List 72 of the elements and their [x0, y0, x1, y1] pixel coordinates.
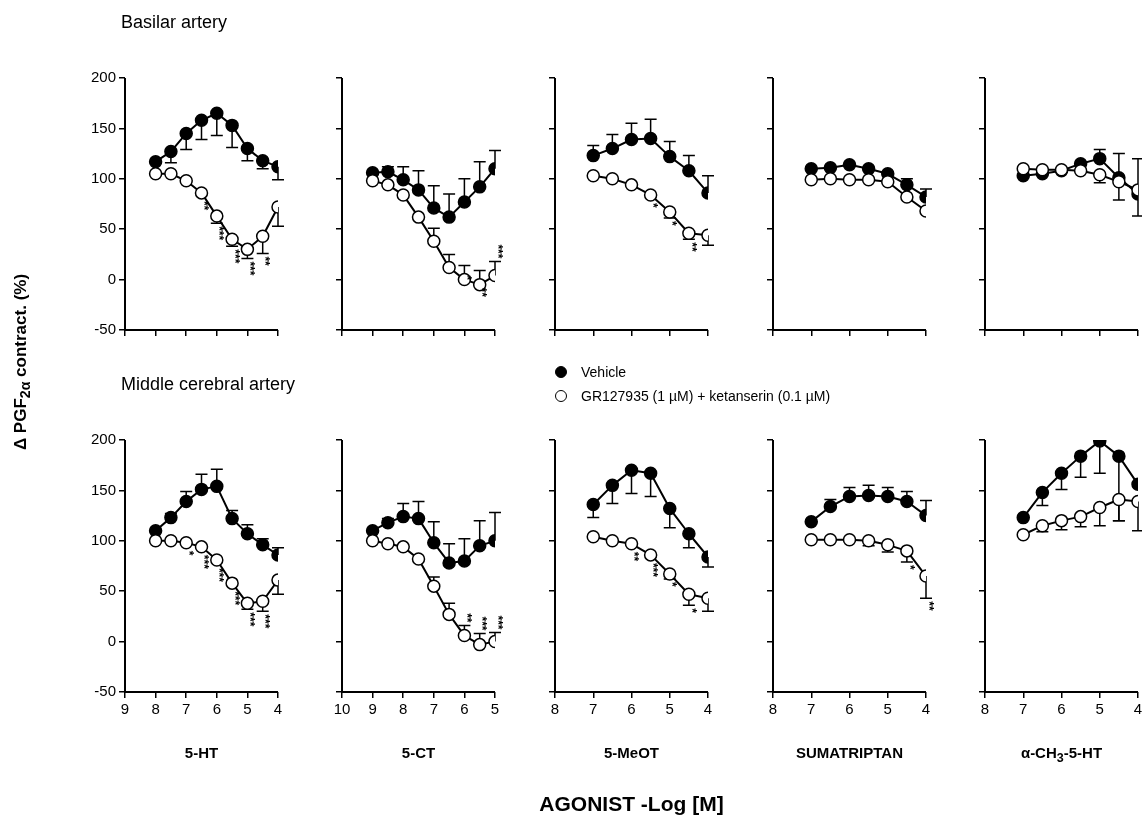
annotation: **	[921, 601, 936, 611]
annotation: *	[665, 582, 680, 588]
chart-title: Basilar artery	[121, 12, 228, 33]
y-tick-label: 50	[99, 219, 116, 237]
x-tick-label: 5	[665, 700, 674, 718]
legend-label: Vehicle	[581, 364, 627, 380]
x-tick-label: 5	[490, 700, 500, 718]
y-tick-label: 150	[90, 118, 116, 136]
y-tick-label: 100	[90, 168, 116, 186]
x-tick-label: 9	[120, 700, 130, 718]
annotation: **	[684, 242, 699, 252]
x-tick-label: 7	[429, 700, 438, 718]
legend-label: GR127935 (1 µM) + ketanserin (0.1 µM)	[581, 388, 831, 404]
y-tick-label: 0	[107, 631, 116, 649]
annotation: **	[475, 287, 490, 298]
annotation: ***	[243, 261, 258, 276]
annotation: *	[646, 202, 661, 208]
x-tick-label: 7	[182, 700, 191, 718]
annotation: **	[460, 613, 475, 623]
x-tick-label: 8	[550, 700, 560, 718]
y-tick-label: 0	[107, 269, 116, 287]
annotation: *	[181, 550, 196, 556]
x-tick-label: 6	[1057, 700, 1066, 718]
x-tick-label: 4	[703, 700, 713, 718]
annotation: **	[258, 256, 273, 267]
annotation: *	[902, 564, 917, 570]
y-tick-label: 200	[90, 430, 116, 448]
x-tick-label: 5	[883, 700, 892, 718]
x-tick-label: 8	[980, 700, 990, 718]
x-tick-label: 4	[921, 700, 931, 718]
annotation: ***	[212, 226, 227, 241]
text: AGONIST -Log [M]	[538, 792, 725, 816]
y-tick-label: 100	[90, 530, 116, 548]
annotation: *	[684, 608, 699, 614]
x-tick-label: 7	[807, 700, 816, 718]
x-tick-label: 4	[1133, 700, 1142, 718]
chart-title: Middle cerebral artery	[121, 374, 296, 395]
annotation: **	[627, 551, 642, 562]
x-tick-label: 6	[845, 700, 854, 718]
x-tick-label: 5	[1095, 700, 1104, 718]
annotation: ***	[197, 554, 212, 570]
x-tick-label: 9	[368, 700, 377, 718]
x-tick-label: 10	[333, 700, 351, 718]
annotation: ***	[490, 615, 505, 630]
x-tick-label: 7	[589, 700, 598, 718]
annotation: ***	[490, 244, 505, 259]
annotation: ***	[227, 249, 242, 264]
x-axis-title: 5-MeOT	[603, 744, 660, 761]
x-tick-label: 8	[151, 700, 160, 718]
x-tick-label: 7	[1019, 700, 1028, 718]
x-tick-label: 5	[243, 700, 252, 718]
y-tick-label: -50	[94, 682, 116, 700]
x-tick-label: 6	[212, 700, 221, 718]
y-tick-label: -50	[94, 320, 116, 338]
y-tick-label: 50	[99, 581, 116, 599]
x-axis-title: α-CH$_{3}$-5-HT	[1019, 744, 1104, 765]
x-tick-label: 8	[768, 700, 778, 718]
y-tick-label: 200	[90, 68, 116, 86]
x-axis-title: 5-CT	[400, 744, 437, 761]
x-tick-label: 6	[460, 700, 469, 718]
x-axis-title: SUMATRIPTAN	[795, 744, 904, 761]
annotation: ***	[227, 591, 242, 606]
annotation: ***	[646, 562, 661, 578]
y-tick-label: 150	[90, 480, 116, 498]
annotation: ***	[258, 614, 273, 629]
x-tick-label: 6	[627, 700, 636, 718]
annotation: ***	[475, 616, 490, 631]
annotation: ***	[243, 612, 258, 627]
x-tick-label: 8	[399, 700, 408, 718]
annotation: *	[665, 221, 680, 227]
x-axis-title: 5-HT	[183, 744, 220, 761]
x-tick-label: 4	[273, 700, 283, 718]
